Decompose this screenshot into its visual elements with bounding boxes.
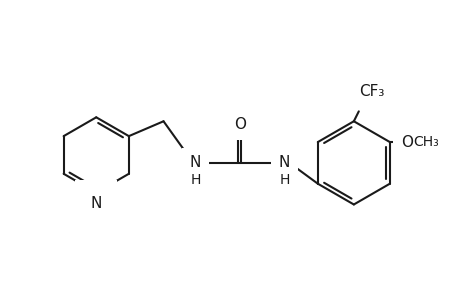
Text: O: O: [233, 117, 246, 132]
Text: N: N: [278, 155, 290, 170]
Text: N: N: [189, 155, 201, 170]
Text: N: N: [90, 196, 102, 211]
Text: O: O: [400, 135, 412, 150]
Text: CH₃: CH₃: [413, 135, 438, 149]
Text: CF₃: CF₃: [358, 85, 383, 100]
Text: H: H: [190, 173, 200, 187]
Text: H: H: [279, 173, 289, 187]
